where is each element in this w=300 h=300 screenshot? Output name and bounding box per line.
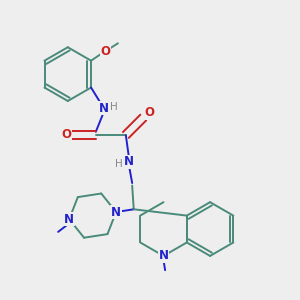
Text: H: H [115, 159, 123, 170]
Text: N: N [64, 213, 74, 226]
Text: N: N [111, 206, 121, 218]
Text: H: H [110, 101, 118, 112]
Text: O: O [100, 45, 110, 58]
Text: N: N [99, 102, 109, 115]
Text: O: O [61, 128, 71, 142]
Text: O: O [144, 106, 154, 119]
Text: N: N [124, 155, 134, 168]
Text: N: N [158, 249, 169, 262]
